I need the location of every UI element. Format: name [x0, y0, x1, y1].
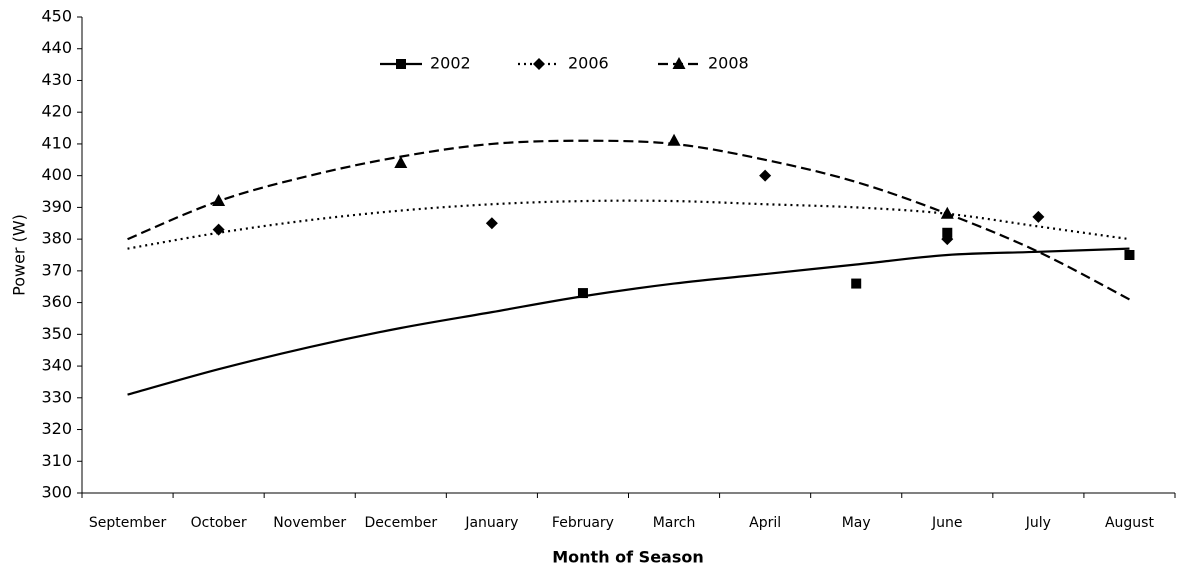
y-tick-label: 400: [41, 165, 72, 184]
x-tick-label: June: [931, 515, 963, 531]
y-axis-label: Power (W): [10, 214, 29, 296]
x-tick-label: April: [749, 515, 781, 531]
y-tick-label: 360: [41, 292, 72, 311]
marker: [941, 233, 954, 246]
y-tick-label: 320: [41, 419, 72, 438]
x-tick-label: July: [1025, 515, 1051, 531]
x-tick-label: March: [653, 515, 696, 531]
y-tick-label: 350: [41, 324, 72, 343]
x-tick-label: January: [464, 515, 518, 531]
marker: [667, 133, 681, 146]
marker: [394, 155, 408, 168]
marker: [942, 227, 953, 238]
marker: [851, 278, 862, 289]
trend-line: [127, 247, 1130, 396]
marker: [1124, 250, 1135, 260]
legend-marker: [672, 57, 686, 69]
legend-marker: [533, 58, 545, 70]
marker: [212, 194, 226, 207]
y-tick-label: 370: [41, 260, 72, 279]
legend-marker: [396, 59, 406, 69]
x-tick-label: May: [842, 515, 871, 531]
y-tick-label: 340: [41, 356, 72, 375]
y-tick-label: 450: [41, 7, 72, 26]
y-tick-label: 380: [41, 229, 72, 248]
x-tick-label: October: [191, 515, 247, 531]
trend-line: [127, 199, 1130, 250]
legend-label: 2008: [708, 54, 749, 73]
marker: [940, 206, 954, 219]
marker: [759, 169, 772, 182]
marker: [485, 217, 498, 230]
y-tick-label: 310: [41, 451, 72, 470]
x-tick-label: February: [552, 515, 614, 531]
marker: [1032, 210, 1045, 223]
x-axis-label: Month of Season: [552, 548, 704, 567]
y-tick-label: 330: [41, 387, 72, 406]
y-tick-label: 440: [41, 38, 72, 57]
y-tick-label: 410: [41, 133, 72, 152]
y-tick-label: 430: [41, 70, 72, 89]
x-tick-label: August: [1105, 515, 1155, 531]
x-tick-label: December: [364, 515, 437, 531]
y-tick-label: 420: [41, 102, 72, 121]
legend-label: 2006: [568, 54, 609, 73]
trend-line: [127, 139, 1130, 301]
x-tick-label: November: [273, 515, 346, 531]
marker: [212, 223, 225, 236]
y-tick-label: 300: [41, 483, 72, 502]
legend-label: 2002: [430, 54, 471, 73]
y-tick-label: 390: [41, 197, 72, 216]
marker: [577, 288, 588, 299]
x-tick-label: September: [89, 515, 167, 531]
